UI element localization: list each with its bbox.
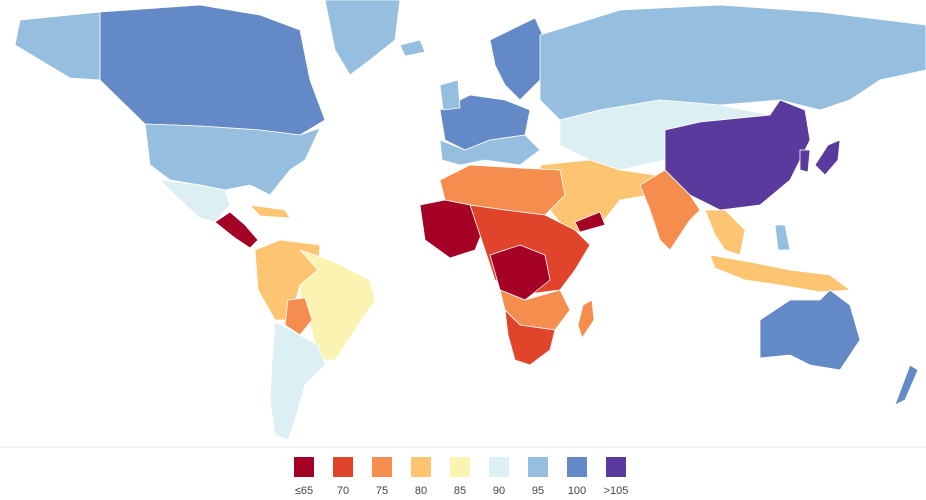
alaska [14, 11, 101, 81]
legend-swatch [333, 457, 353, 477]
legend-swatch [567, 457, 587, 477]
brazil [299, 249, 376, 361]
legend: ≤65 70 75 80 85 90 95 100 >105 [294, 457, 628, 497]
philippines [774, 224, 791, 251]
bolivia [284, 297, 313, 336]
legend-swatch [528, 457, 548, 477]
countries [14, 0, 926, 441]
legend-swatch [294, 457, 314, 477]
canada [99, 4, 326, 136]
legend-swatch [450, 457, 470, 477]
southern-cone [269, 321, 326, 441]
iceland-uk [399, 39, 461, 111]
new-zealand [894, 364, 919, 406]
legend-label: 75 [376, 485, 388, 497]
australia [759, 289, 861, 371]
russia [539, 4, 926, 121]
legend-swatch [411, 457, 431, 477]
legend-swatch [372, 457, 392, 477]
legend-label: 85 [454, 485, 466, 497]
greenland [324, 0, 401, 76]
japan-korea [799, 139, 841, 176]
yemen [574, 211, 606, 233]
west-africa [419, 199, 486, 259]
legend-label: 90 [493, 485, 505, 497]
legend-label: 95 [532, 485, 544, 497]
legend-label: 80 [415, 485, 427, 497]
madagascar [577, 299, 595, 339]
legend-swatch [606, 457, 626, 477]
legend-label: 70 [337, 485, 349, 497]
legend-label: >105 [604, 485, 629, 497]
southeast-asia [704, 209, 746, 256]
legend-label: 100 [568, 485, 586, 497]
southern-europe [439, 134, 541, 166]
caribbean [249, 204, 291, 219]
scandinavia [489, 17, 546, 101]
legend-label: ≤65 [295, 485, 313, 497]
legend-swatch [489, 457, 509, 477]
indonesia [709, 254, 851, 293]
central-america [214, 211, 259, 249]
southern-africa [504, 309, 556, 366]
usa [144, 123, 321, 196]
mexico [159, 179, 231, 223]
india [639, 169, 701, 251]
